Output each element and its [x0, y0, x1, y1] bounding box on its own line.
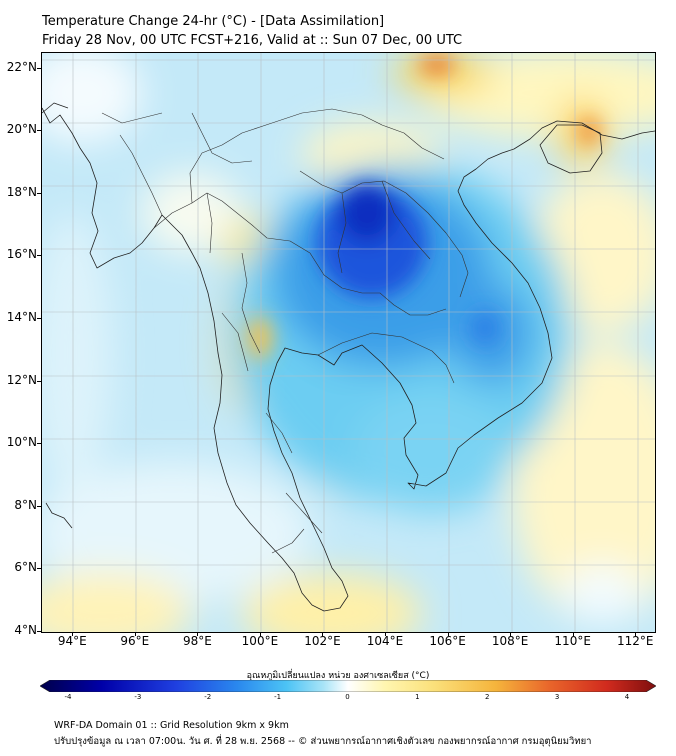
lat-tick-mark — [37, 130, 41, 132]
lat-tick-mark — [37, 67, 41, 69]
lat-tick-label: 20°N — [6, 122, 37, 137]
lon-tick-mark — [635, 632, 637, 636]
colorbar-tick-label: 0 — [345, 693, 350, 701]
temperature-field — [42, 53, 655, 632]
colorbar — [40, 680, 656, 692]
lat-tick-label: 6°N — [14, 560, 37, 575]
lat-tick-mark — [37, 631, 41, 632]
colorbar-tick-label: -3 — [134, 693, 142, 701]
title-line-1: Temperature Change 24-hr (°C) - [Data As… — [42, 14, 385, 29]
lat-tick-mark — [37, 505, 41, 507]
lat-tick-label: 22°N — [6, 59, 37, 74]
lon-tick-label: 96°E — [120, 634, 150, 648]
lon-tick-label: 100°E — [241, 634, 279, 648]
footer-model-info: WRF-DA Domain 01 :: Grid Resolution 9km … — [54, 720, 289, 731]
lon-tick-mark — [197, 632, 199, 636]
colorbar-label: อุณหภูมิเปลี่ยนแปลง หน่วย องศาเซลเซียส (… — [246, 671, 430, 681]
lat-tick-mark — [37, 443, 41, 445]
lat-tick-label: 16°N — [6, 247, 37, 262]
lon-tick-mark — [72, 632, 74, 636]
lat-tick-mark — [37, 380, 41, 382]
coastlines — [42, 102, 655, 612]
title-line-2: Friday 28 Nov, 00 UTC FCST+216, Valid at… — [42, 33, 463, 48]
lat-tick-mark — [37, 318, 41, 320]
map-canvas — [42, 53, 655, 632]
lon-tick-label: 106°E — [429, 634, 466, 648]
colorbar-tick-label: 1 — [415, 693, 420, 701]
lon-tick-label: 104°E — [366, 634, 404, 648]
footer-credit: ปรับปรุงข้อมูล ณ เวลา 07:00น. วัน ศ. ที่… — [54, 736, 592, 747]
lon-tick-mark — [447, 632, 449, 636]
lon-tick-mark — [510, 632, 512, 636]
lat-tick-mark — [37, 255, 41, 257]
admin-boundaries — [101, 108, 469, 554]
lon-tick-mark — [572, 632, 574, 636]
lon-tick-label: 108°E — [491, 634, 529, 648]
lon-tick-mark — [134, 632, 136, 636]
lat-tick-label: 10°N — [6, 435, 37, 450]
lon-tick-label: 94°E — [57, 634, 87, 648]
lat-tick-mark — [37, 568, 41, 570]
lat-tick-mark — [37, 192, 41, 194]
grid-lines — [42, 53, 655, 632]
lat-tick-label: 4°N — [14, 623, 37, 637]
colorbar-tick-label: 2 — [485, 693, 490, 701]
lon-tick-label: 110°E — [554, 634, 591, 648]
lon-tick-mark — [259, 632, 261, 636]
lon-tick-label: 98°E — [182, 634, 212, 648]
lat-tick-label: 14°N — [6, 310, 37, 325]
lat-tick-label: 18°N — [6, 184, 37, 199]
colorbar-tick-label: 3 — [554, 693, 560, 701]
colorbar-tick-label: -4 — [64, 693, 72, 701]
lon-tick-label: 112°E — [616, 634, 654, 648]
lon-tick-label: 102°E — [304, 634, 341, 648]
lat-tick-label: 8°N — [14, 497, 37, 512]
chart-title: Temperature Change 24-hr (°C) - [Data As… — [42, 12, 462, 50]
lon-tick-mark — [322, 632, 324, 636]
colorbar-tick-label: 4 — [624, 693, 630, 701]
colorbar-tick-label: -1 — [274, 693, 282, 701]
lon-tick-mark — [385, 632, 387, 636]
temperature-map — [41, 52, 656, 633]
lat-tick-label: 12°N — [6, 372, 37, 387]
colorbar-tick-label: -2 — [204, 693, 212, 701]
